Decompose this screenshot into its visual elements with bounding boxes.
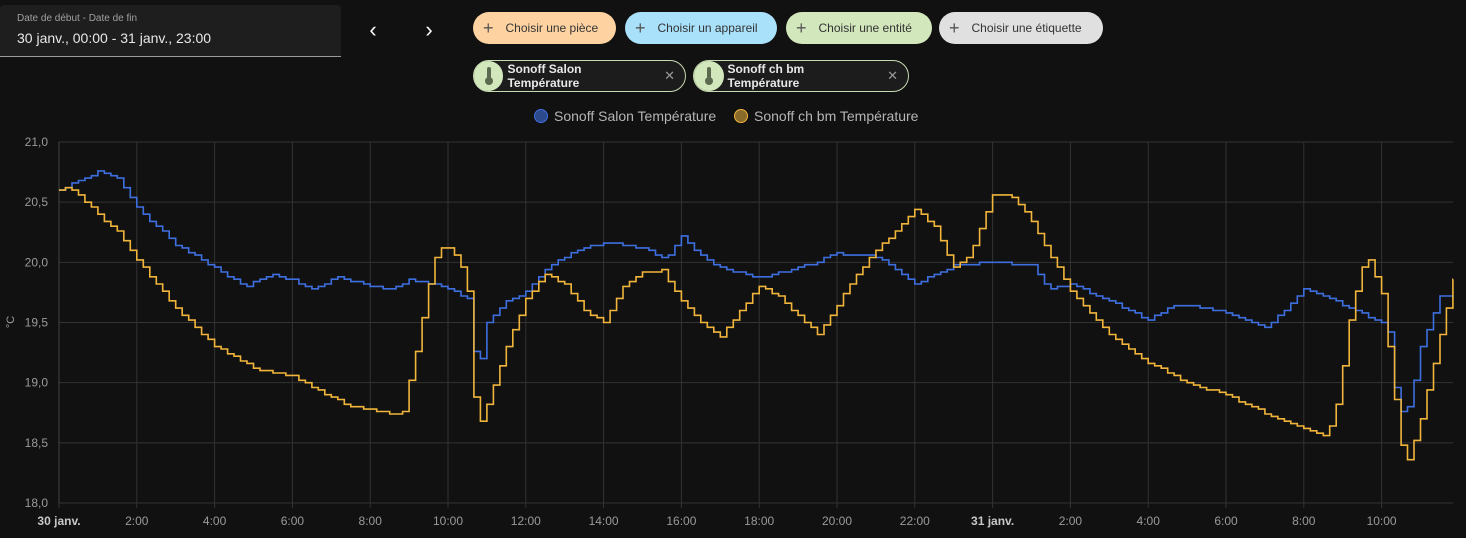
x-tick-label: 20:00	[822, 514, 852, 528]
x-tick-label: 6:00	[281, 514, 305, 528]
x-tick-label: 4:00	[1137, 514, 1161, 528]
previous-period-button[interactable]: ‹	[360, 18, 386, 44]
entity-chip-label: Sonoff ch bm Température	[727, 62, 805, 90]
legend-marker	[734, 109, 748, 123]
x-tick-label: 22:00	[900, 514, 930, 528]
y-tick-label: 20,5	[25, 195, 49, 209]
plus-icon: +	[949, 17, 960, 38]
plus-icon: +	[483, 17, 494, 38]
x-tick-label: 14:00	[589, 514, 619, 528]
x-tick-label: 10:00	[433, 514, 463, 528]
y-axis-label: °C	[5, 316, 17, 328]
x-tick-label: 6:00	[1214, 514, 1238, 528]
chevron-left-icon: ‹	[369, 17, 377, 42]
x-tick-label: 8:00	[1292, 514, 1316, 528]
choose-device-button[interactable]: + Choisir un appareil	[625, 12, 777, 44]
choose-entity-label: Choisir une entité	[818, 21, 912, 35]
y-tick-label: 19,5	[25, 316, 49, 330]
y-tick-label: 18,0	[25, 496, 49, 510]
remove-icon[interactable]: ✕	[664, 68, 675, 83]
y-tick-label: 19,0	[25, 376, 49, 390]
date-range-label: Date de début - Date de fin	[17, 13, 138, 24]
choose-area-button[interactable]: + Choisir une pièce	[473, 12, 616, 44]
choose-device-label: Choisir un appareil	[657, 21, 758, 35]
choose-area-label: Choisir une pièce	[505, 21, 599, 35]
y-tick-label: 21,0	[25, 135, 49, 149]
x-tick-label: 2:00	[1059, 514, 1083, 528]
entity-chip-label: Sonoff Salon Température	[507, 62, 582, 90]
thermometer-icon	[694, 61, 724, 91]
y-tick-label: 20,0	[25, 255, 49, 269]
legend-label: Sonoff Salon Température	[554, 108, 717, 124]
plus-icon: +	[635, 17, 646, 38]
x-tick-label: 30 janv.	[37, 514, 80, 528]
legend-item-salon[interactable]: Sonoff Salon Température	[534, 108, 716, 124]
thermometer-icon	[474, 61, 504, 91]
series-line-0	[59, 170, 1454, 413]
x-tick-label: 12:00	[511, 514, 541, 528]
entity-chip-ch-bm[interactable]: Sonoff ch bm Température ✕	[693, 60, 909, 92]
chevron-right-icon: ›	[425, 17, 433, 42]
y-tick-label: 18,5	[25, 436, 49, 450]
choose-label-label: Choisir une étiquette	[971, 21, 1082, 35]
entity-chip-salon[interactable]: Sonoff Salon Température ✕	[473, 60, 686, 92]
x-tick-label: 31 janv.	[971, 514, 1014, 528]
x-tick-label: 16:00	[666, 514, 696, 528]
plus-icon: +	[796, 17, 807, 38]
legend-label: Sonoff ch bm Température	[754, 108, 919, 124]
date-range-value: 30 janv., 00:00 - 31 janv., 23:00	[17, 30, 212, 46]
remove-icon[interactable]: ✕	[887, 68, 898, 83]
x-tick-label: 10:00	[1367, 514, 1397, 528]
x-tick-label: 2:00	[125, 514, 149, 528]
choose-entity-button[interactable]: + Choisir une entité	[786, 12, 932, 44]
x-tick-label: 8:00	[359, 514, 383, 528]
series-line-1	[59, 186, 1454, 461]
x-tick-label: 18:00	[744, 514, 774, 528]
legend-marker	[534, 109, 548, 123]
x-tick-label: 4:00	[203, 514, 227, 528]
date-range-picker[interactable]: Date de début - Date de fin 30 janv., 00…	[0, 5, 341, 57]
next-period-button[interactable]: ›	[416, 18, 442, 44]
choose-label-button[interactable]: + Choisir une étiquette	[939, 12, 1103, 44]
legend-item-ch-bm[interactable]: Sonoff ch bm Température	[734, 108, 918, 124]
